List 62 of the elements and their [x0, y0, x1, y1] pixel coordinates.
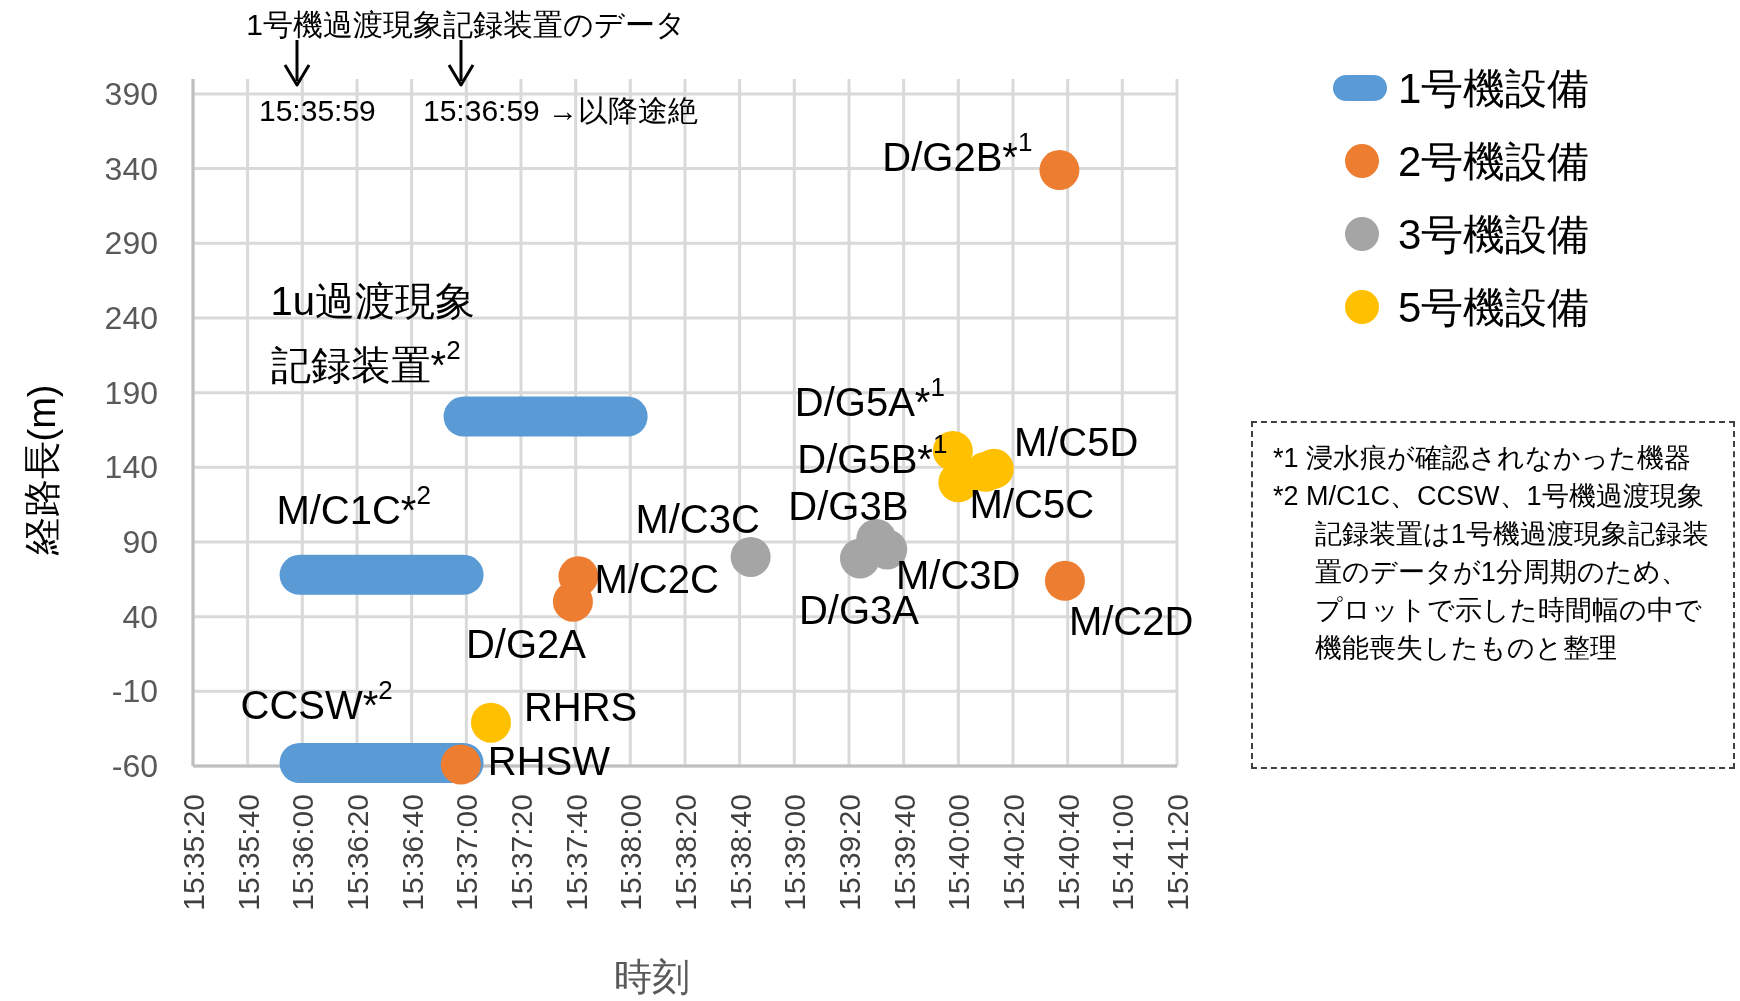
annotation: M/C3C — [635, 496, 760, 541]
y-tick-label: 40 — [122, 598, 158, 635]
x-tick-label: 15:40:20 — [996, 794, 1030, 911]
x-tick-label: 15:41:00 — [1105, 794, 1139, 911]
annotation: 15:35:59 — [259, 93, 376, 127]
x-tick-label: 15:38:40 — [723, 794, 757, 911]
annotation: D/G5B*$^{1}$ — [797, 429, 948, 482]
point — [470, 702, 511, 743]
x-tick-label: 15:39:20 — [832, 794, 866, 911]
y-tick-label: 390 — [104, 75, 158, 112]
annotation: 1u過渡現象 — [270, 278, 476, 323]
x-tick-label: 15:39:40 — [887, 794, 921, 911]
x-tick-label: 15:39:00 — [777, 794, 811, 911]
annotation: M/C5C — [969, 481, 1095, 526]
x-axis-title: 時刻 — [614, 956, 690, 998]
legend-label: 3号機設備 — [1398, 210, 1590, 258]
x-tick-label: 15:37:00 — [449, 794, 483, 911]
y-tick-label: 290 — [104, 225, 158, 262]
annotation: D/G3A — [798, 588, 920, 633]
annotation: D/G2B*$^{1}$ — [882, 127, 1033, 180]
x-tick-label: 15:37:40 — [559, 794, 593, 911]
legend-label: 5号機設備 — [1398, 283, 1590, 331]
legend-label: 2号機設備 — [1398, 137, 1590, 185]
x-tick-label: 15:36:20 — [340, 794, 374, 911]
x-tick-label: 15:35:40 — [231, 794, 265, 911]
point — [1044, 560, 1085, 601]
x-tick-label: 15:35:20 — [176, 794, 210, 911]
x-tick-label: 15:36:00 — [285, 794, 319, 911]
x-tick-label: 15:40:40 — [1051, 794, 1085, 911]
annotation: 15:36:59 →以降途絶 — [423, 93, 699, 127]
y-tick-label: 240 — [104, 299, 158, 336]
annotation: M/C1C*$^{2}$ — [276, 479, 431, 532]
y-tick-label: 140 — [104, 449, 158, 486]
legend-label: 1号機設備 — [1398, 64, 1590, 112]
annotation: 記録装置*$^{2}$ — [270, 334, 461, 387]
text: *2 M/C1C、CCSW、1号機過渡現象記録装置は1号機過渡現象記録装置のデータが1分周期のため、プロットで示した時間幅の中で機能喪失したものと整理 — [1273, 480, 1710, 665]
annotation: D/G2A — [465, 621, 587, 666]
y-tick-label: 340 — [104, 150, 158, 187]
point — [1039, 150, 1080, 191]
x-tick-label: 15:38:00 — [613, 794, 647, 911]
annotation: M/C5D — [1013, 419, 1139, 464]
x-tick-label: 15:36:40 — [395, 794, 429, 911]
annotation: M/C2D — [1068, 598, 1194, 643]
annotation: CCSW*$^{2}$ — [240, 675, 393, 728]
annotation: RHSW — [487, 738, 611, 783]
annotation: RHRS — [523, 684, 638, 729]
x-tick-label: 15:37:20 — [504, 794, 538, 911]
x-tick-label: 15:41:20 — [1160, 794, 1194, 911]
y-tick-label: 190 — [104, 374, 158, 411]
x-tick-label: 15:38:20 — [668, 794, 702, 911]
annotation: D/G3B — [788, 483, 909, 528]
annotation: M/C2C — [594, 557, 719, 602]
text: 1号機過渡現象記録装置のデータ — [246, 7, 686, 41]
text: *1 浸水痕が確認されなかった機器 — [1273, 442, 1693, 475]
y-axis-title: 経路長(m) — [21, 384, 63, 557]
y-tick-label: -60 — [111, 748, 158, 784]
y-tick-label: -10 — [111, 673, 158, 710]
y-tick-label: 90 — [122, 523, 158, 560]
point — [730, 536, 771, 577]
x-tick-label: 15:40:00 — [941, 794, 975, 911]
annotation: D/G5A*$^{1}$ — [794, 371, 945, 424]
point — [440, 744, 481, 785]
